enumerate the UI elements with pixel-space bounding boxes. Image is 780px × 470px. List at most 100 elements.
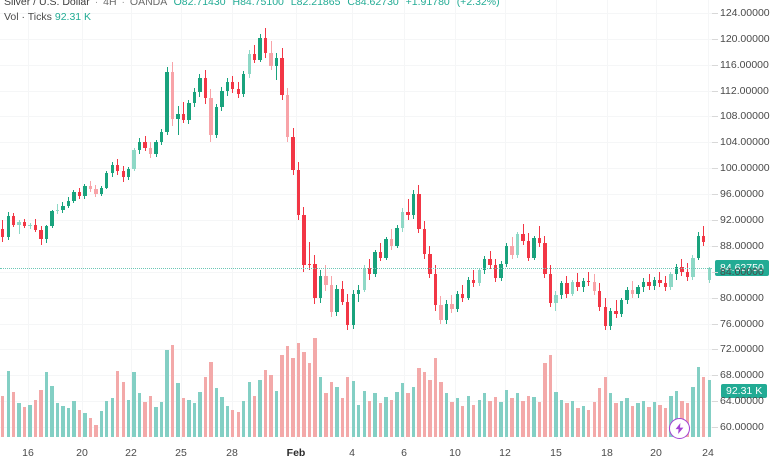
price-axis[interactable]: 84.62750 92.31 K 124.00000 120.00000 116.0… <box>712 0 780 440</box>
legend-symbol[interactable]: Silver / U.S. Dollar <box>4 0 90 8</box>
candle-body <box>159 132 164 143</box>
gridline-vertical <box>708 0 709 440</box>
candle-body <box>614 310 618 315</box>
candle-body <box>105 172 109 188</box>
candle-body <box>50 210 54 227</box>
candle-body <box>636 287 640 294</box>
volume-bar <box>592 402 596 437</box>
volume-bar <box>203 377 208 437</box>
gridline-horizontal <box>0 142 712 144</box>
time-tick-label: Feb <box>286 447 306 459</box>
volume-bar <box>346 377 350 437</box>
price-tick-dash <box>712 323 718 325</box>
price-tick-label: 112.00000 <box>720 84 769 97</box>
candle-body <box>674 266 679 275</box>
candle-body <box>121 170 125 178</box>
volume-bar <box>532 397 536 437</box>
candle-body <box>488 258 492 266</box>
volume-bar <box>367 400 372 437</box>
volume-bar <box>636 403 640 437</box>
volume-bar <box>630 405 635 437</box>
candle-body <box>461 293 465 298</box>
candle-body <box>669 274 673 288</box>
candle-body <box>77 192 82 197</box>
volume-bar <box>247 382 251 437</box>
candle-body <box>378 252 383 258</box>
candle-body <box>110 165 114 173</box>
candle-body <box>296 169 301 215</box>
legend-interval[interactable]: 4H <box>103 0 117 8</box>
volume-bar <box>33 399 38 437</box>
volume-bar <box>236 412 240 437</box>
price-tick-label: 92.00000 <box>720 214 764 226</box>
volume-bar <box>285 345 290 437</box>
candle-body <box>400 212 405 228</box>
volume-bar <box>702 377 706 437</box>
plot-area[interactable] <box>0 0 712 440</box>
volume-bar <box>674 390 679 437</box>
candle-body <box>116 165 120 171</box>
candle-wick <box>254 45 256 64</box>
chart-legend: Silver / U.S. Dollar · 4H · OANDA O82.71… <box>4 0 500 23</box>
price-tick-dash <box>712 271 718 273</box>
volume-bar <box>433 358 438 437</box>
candle-body <box>680 266 684 272</box>
price-tick-label: 108.00000 <box>720 110 770 123</box>
price-tick-label: 72.00000 <box>720 343 764 356</box>
volume-bar <box>619 400 624 437</box>
volume-bar <box>307 363 312 437</box>
candle-wick <box>276 53 278 81</box>
candle-body <box>603 306 607 327</box>
lightning-bolt-icon[interactable] <box>669 418 690 439</box>
price-tick-dash <box>712 168 718 170</box>
price-tick-dash <box>712 142 718 144</box>
candle-body <box>99 187 104 195</box>
legend-symbol-row[interactable]: Silver / U.S. Dollar · 4H · OANDA O82.71… <box>4 0 500 8</box>
volume-bar <box>154 407 158 437</box>
legend-exchange[interactable]: OANDA <box>129 0 167 8</box>
candle-body <box>499 264 503 279</box>
time-axis[interactable]: 16 20 22 25 28 Feb 4 6 10 12 15 18 20 24 <box>0 440 780 470</box>
candle-body <box>521 234 525 241</box>
volume-bar <box>400 383 405 437</box>
candle-body <box>285 95 290 138</box>
volume-bar <box>192 403 197 437</box>
volume-bar <box>214 388 219 437</box>
candle-body <box>608 310 613 327</box>
volume-bar <box>137 393 142 437</box>
gridline-vertical <box>82 0 83 440</box>
time-tick-label: 22 <box>125 447 137 459</box>
volume-bar <box>493 397 498 437</box>
volume-bar <box>663 408 668 437</box>
time-tick-label: 10 <box>449 447 461 459</box>
candle-body <box>395 227 399 246</box>
time-tick-label: 12 <box>499 447 511 459</box>
legend-separator-2: · <box>121 0 125 8</box>
candle-body <box>231 81 235 89</box>
volume-bar <box>461 405 465 437</box>
volume-bar <box>384 397 388 437</box>
volume-bar <box>1 395 5 437</box>
time-tick-label: 16 <box>22 447 34 459</box>
gridline-horizontal <box>0 375 712 377</box>
candle-body <box>192 91 197 103</box>
gridline-vertical <box>131 0 132 440</box>
volume-bar <box>559 399 564 437</box>
candle-body <box>214 107 219 135</box>
candle-wick <box>407 199 409 220</box>
legend-volume-row[interactable]: Vol · Ticks 92.31 K <box>4 11 500 23</box>
volume-bar <box>94 424 98 437</box>
candle-body <box>696 235 700 258</box>
candle-body <box>515 234 520 255</box>
current-volume-badge: 92.31 K <box>721 384 768 399</box>
gridline-vertical <box>505 0 506 440</box>
candle-body <box>707 267 711 281</box>
candle-body <box>537 238 542 244</box>
volume-bar <box>159 402 164 437</box>
volume-bar <box>335 387 339 437</box>
volume-bar <box>691 387 695 437</box>
volume-bar <box>395 392 399 437</box>
candle-body <box>44 226 49 240</box>
volume-bar <box>263 369 268 437</box>
time-tick-label: 25 <box>175 447 187 459</box>
